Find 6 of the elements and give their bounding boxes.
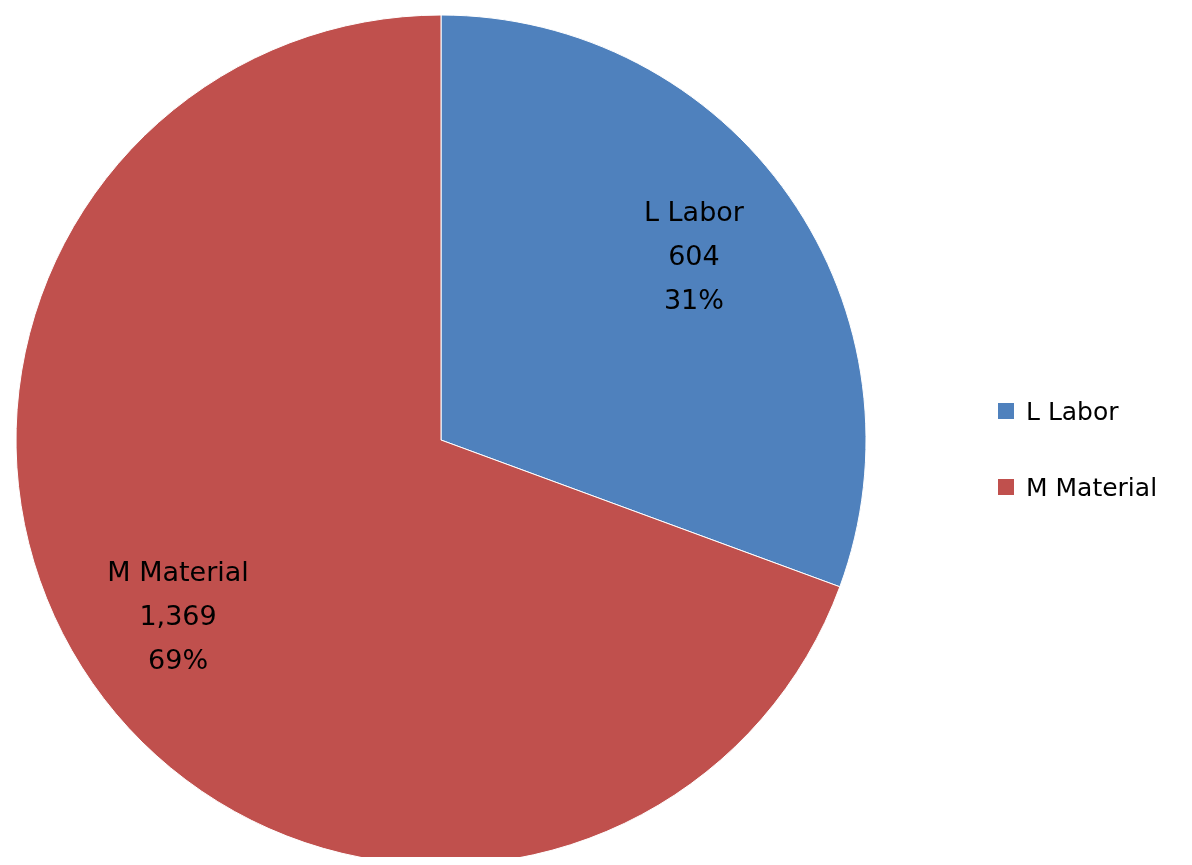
- data-label: 604 31%: [663, 239, 724, 315]
- legend-label: M Material: [1026, 472, 1158, 502]
- legend-label: L Labor: [1026, 396, 1119, 426]
- slice-label: M Material: [107, 555, 249, 587]
- slice-label: L Labor: [643, 195, 745, 227]
- data-label: 1,369 69%: [139, 599, 217, 675]
